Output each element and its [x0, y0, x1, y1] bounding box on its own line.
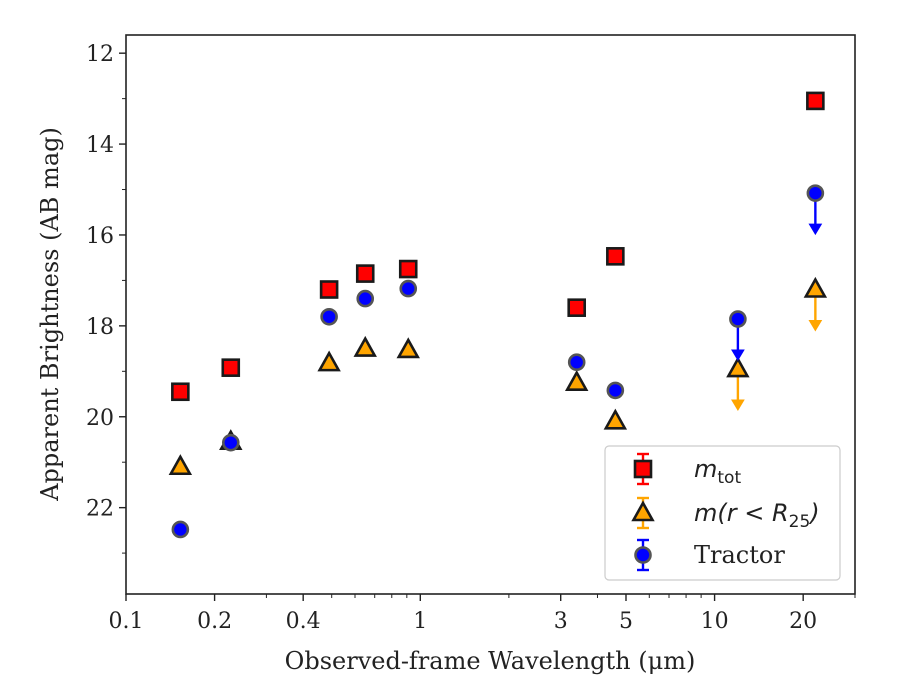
x-axis-title: Observed-frame Wavelength (μm)	[285, 647, 696, 675]
y-tick-label: 14	[86, 133, 114, 158]
y-tick-label: 16	[86, 224, 114, 249]
legend-label-main: Tractor	[694, 541, 785, 569]
upper-limit-arrow-head	[731, 399, 745, 412]
legend: mtot m(r < R25) Tractor	[604, 445, 841, 581]
data-point-triangle	[168, 454, 193, 476]
data-point-triangle	[317, 350, 341, 372]
upper-limit-arrow-head	[731, 349, 745, 362]
legend-label-main: m	[694, 455, 717, 483]
data-point-circle	[806, 184, 825, 202]
x-tick-label: 10	[701, 609, 729, 634]
legend-frame	[604, 445, 841, 581]
data-point-square	[355, 264, 375, 283]
data-point-circle	[171, 520, 190, 539]
data-point-triangle	[396, 337, 420, 359]
x-tick-label: 0.2	[197, 609, 232, 634]
x-tick-label: 3	[554, 609, 568, 634]
data-point-triangle	[353, 335, 377, 357]
data-point-square	[319, 280, 339, 299]
legend-label: mtot	[694, 455, 741, 488]
series-circle	[171, 184, 825, 539]
data-point-square	[221, 358, 241, 377]
data-point-circle	[356, 289, 375, 308]
y-tick-label: 22	[86, 497, 114, 522]
data-point-square	[567, 298, 587, 317]
legend-marker-square	[633, 459, 653, 479]
ticks-layer: 0.1 0.2 0.4 1 3 5 10 20 12 14 16 18 20 22	[86, 42, 856, 634]
x-tick-label: 20	[789, 609, 817, 634]
legend-marker-circle	[634, 546, 652, 564]
data-point-square	[398, 259, 418, 279]
data-point-circle	[399, 279, 418, 298]
y-axis-title: Apparent Brightness (AB mag)	[36, 127, 64, 502]
legend-label-subscript: 25	[789, 512, 811, 532]
data-point-circle	[221, 433, 240, 452]
x-tick-label: 0.4	[286, 609, 321, 634]
legend-label-main: m(r < R	[694, 499, 789, 527]
data-point-circle	[320, 307, 338, 326]
x-tick-label: 0.1	[109, 609, 144, 634]
series-square	[171, 91, 825, 402]
data-point-triangle	[603, 408, 628, 430]
legend-label: m(r < R25)	[694, 499, 820, 532]
upper-limit-arrow-head	[808, 320, 823, 332]
data-point-triangle	[564, 370, 589, 391]
legend-label-end: )	[808, 499, 819, 527]
legend-label-subscript: tot	[717, 468, 741, 488]
data-point-triangle	[726, 356, 750, 378]
upper-limit-arrow-head	[808, 223, 823, 236]
data-point-square	[606, 247, 625, 266]
legend-label: Tractor	[694, 541, 785, 569]
y-tick-label: 18	[86, 315, 114, 340]
data-point-square	[806, 91, 825, 111]
y-tick-label: 12	[86, 42, 114, 67]
data-point-circle	[567, 353, 586, 372]
legend-items: mtot m(r < R25) Tractor	[631, 452, 820, 572]
marks-layer	[168, 91, 828, 539]
data-point-square	[171, 382, 190, 402]
data-point-circle	[606, 381, 625, 400]
legend-marker-triangle	[631, 500, 655, 522]
data-point-triangle	[803, 276, 828, 298]
x-tick-label: 5	[619, 609, 633, 634]
y-tick-label: 20	[86, 406, 114, 431]
x-tick-label: 1	[413, 609, 427, 634]
data-point-circle	[729, 310, 747, 328]
